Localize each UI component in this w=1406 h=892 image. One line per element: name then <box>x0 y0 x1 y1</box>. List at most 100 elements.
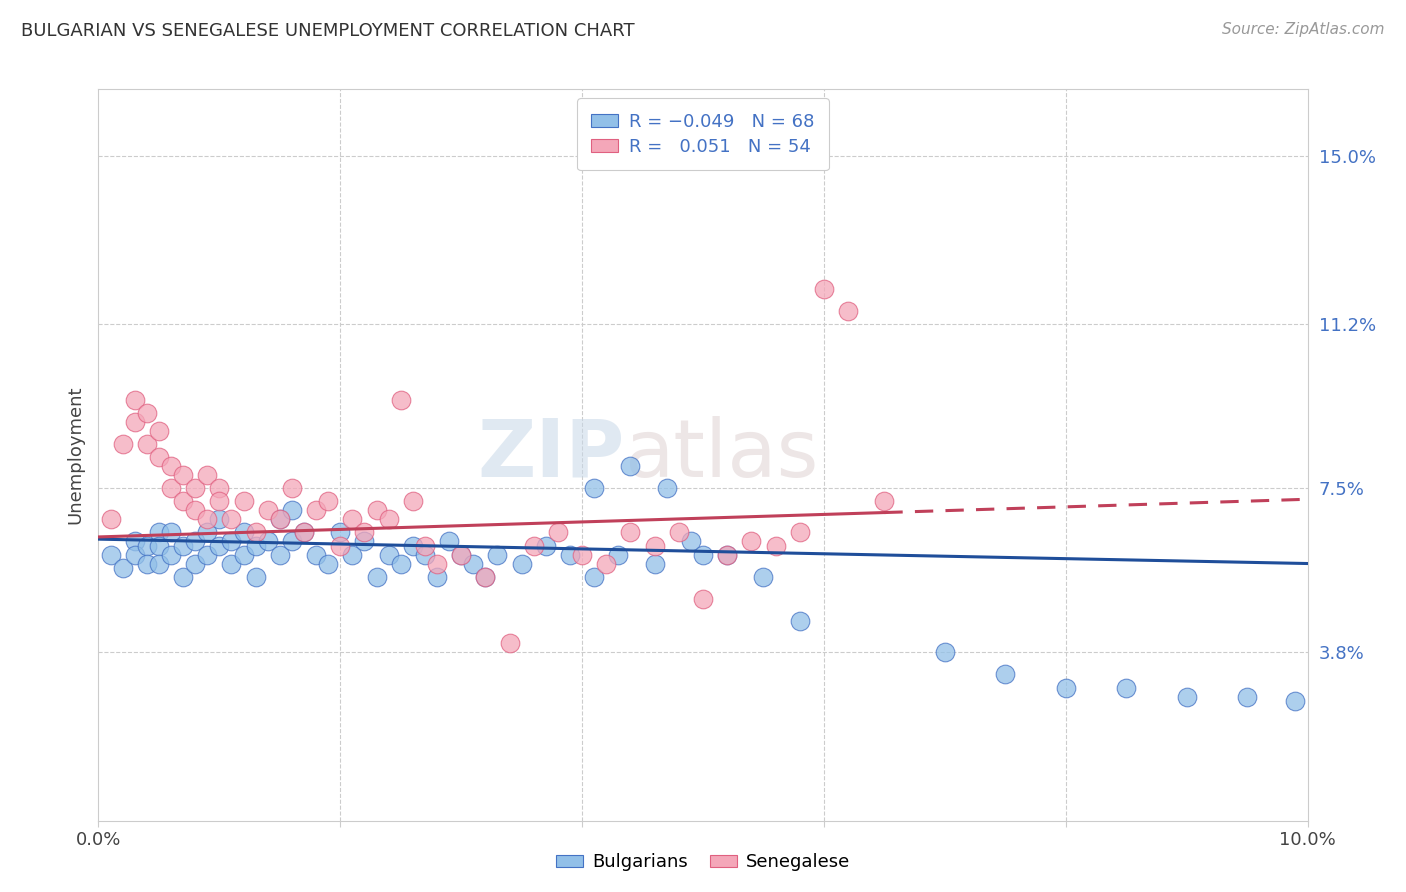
Point <box>474 570 496 584</box>
Point <box>195 548 218 562</box>
Point <box>377 548 399 562</box>
Point <box>342 512 364 526</box>
Point <box>789 525 811 540</box>
Point <box>124 392 146 407</box>
Point <box>994 667 1017 681</box>
Point <box>1175 690 1198 704</box>
Point <box>413 548 436 562</box>
Point <box>148 525 170 540</box>
Point <box>184 534 207 549</box>
Point <box>1054 681 1077 695</box>
Point <box>934 645 956 659</box>
Point <box>402 539 425 553</box>
Point <box>644 539 666 553</box>
Point <box>281 481 304 495</box>
Text: ZIP: ZIP <box>477 416 624 494</box>
Point <box>124 534 146 549</box>
Point <box>256 503 278 517</box>
Point <box>668 525 690 540</box>
Point <box>124 415 146 429</box>
Point <box>148 557 170 571</box>
Point <box>765 539 787 553</box>
Point <box>195 525 218 540</box>
Point <box>679 534 702 549</box>
Point <box>329 525 352 540</box>
Point <box>221 534 243 549</box>
Point <box>148 539 170 553</box>
Point <box>148 424 170 438</box>
Point <box>644 557 666 571</box>
Point <box>716 548 738 562</box>
Point <box>184 481 207 495</box>
Point <box>583 481 606 495</box>
Point <box>389 557 412 571</box>
Point <box>316 494 339 508</box>
Point <box>716 548 738 562</box>
Point <box>172 570 194 584</box>
Y-axis label: Unemployment: Unemployment <box>66 385 84 524</box>
Point <box>498 636 520 650</box>
Point <box>305 548 328 562</box>
Point <box>558 548 581 562</box>
Point <box>160 481 183 495</box>
Point <box>135 557 157 571</box>
Point <box>619 525 641 540</box>
Point <box>426 557 449 571</box>
Point <box>111 561 134 575</box>
Point <box>232 494 254 508</box>
Point <box>547 525 569 540</box>
Point <box>148 450 170 464</box>
Point <box>329 539 352 553</box>
Point <box>305 503 328 517</box>
Point <box>281 503 304 517</box>
Point <box>402 494 425 508</box>
Point <box>450 548 472 562</box>
Point <box>100 512 122 526</box>
Point <box>813 282 835 296</box>
Legend: R = −0.049   N = 68, R =   0.051   N = 54: R = −0.049 N = 68, R = 0.051 N = 54 <box>576 98 830 170</box>
Point <box>366 570 388 584</box>
Point <box>245 539 267 553</box>
Point <box>281 534 304 549</box>
Point <box>353 534 375 549</box>
Point <box>1236 690 1258 704</box>
Point <box>389 392 412 407</box>
Point <box>208 512 231 526</box>
Point <box>316 557 339 571</box>
Point <box>256 534 278 549</box>
Point <box>873 494 896 508</box>
Point <box>523 539 546 553</box>
Point <box>208 481 231 495</box>
Point <box>292 525 315 540</box>
Text: BULGARIAN VS SENEGALESE UNEMPLOYMENT CORRELATION CHART: BULGARIAN VS SENEGALESE UNEMPLOYMENT COR… <box>21 22 634 40</box>
Point <box>692 548 714 562</box>
Point <box>269 512 291 526</box>
Point <box>377 512 399 526</box>
Point <box>232 525 254 540</box>
Point <box>413 539 436 553</box>
Point <box>269 512 291 526</box>
Point <box>571 548 593 562</box>
Point <box>1115 681 1137 695</box>
Point <box>583 570 606 584</box>
Point <box>172 539 194 553</box>
Point <box>837 303 859 318</box>
Point <box>752 570 775 584</box>
Point <box>486 548 509 562</box>
Point <box>195 512 218 526</box>
Point <box>342 548 364 562</box>
Point <box>1284 694 1306 708</box>
Point <box>655 481 678 495</box>
Point <box>232 548 254 562</box>
Point <box>245 525 267 540</box>
Point <box>135 437 157 451</box>
Point <box>245 570 267 584</box>
Point <box>124 548 146 562</box>
Point <box>135 406 157 420</box>
Point <box>160 525 183 540</box>
Point <box>740 534 762 549</box>
Point <box>595 557 617 571</box>
Point <box>111 437 134 451</box>
Point <box>366 503 388 517</box>
Point <box>100 548 122 562</box>
